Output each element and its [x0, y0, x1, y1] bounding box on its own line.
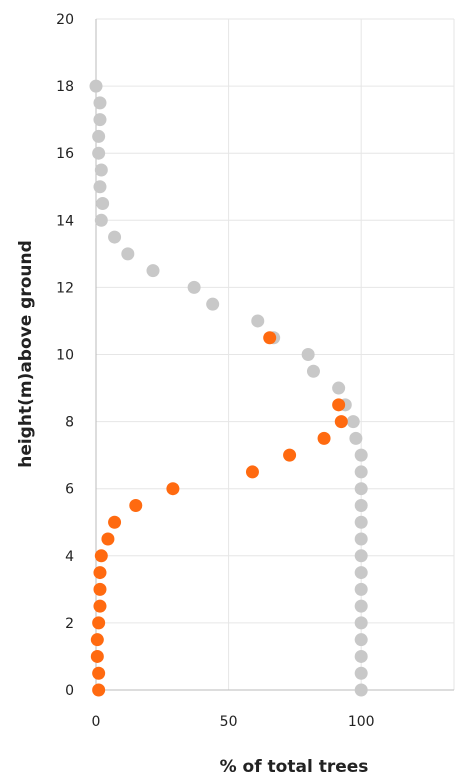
data-point	[251, 314, 265, 328]
data-point	[92, 683, 106, 697]
x-tick-labels: 0 50 100	[92, 714, 375, 730]
data-point	[93, 566, 107, 580]
data-point	[166, 482, 180, 496]
y-axis-title: height(m)above ground	[16, 240, 36, 468]
data-point	[92, 129, 106, 143]
data-points	[89, 79, 368, 697]
data-point	[206, 297, 220, 311]
x-tick-label: 0	[92, 714, 101, 730]
data-point	[317, 431, 331, 445]
data-point	[92, 666, 106, 680]
data-point	[354, 549, 368, 563]
data-point	[92, 616, 106, 630]
y-tick-label: 4	[65, 549, 74, 565]
data-point	[92, 146, 106, 160]
data-point	[108, 230, 122, 244]
data-point	[108, 515, 122, 529]
data-point	[93, 113, 107, 127]
data-point	[354, 482, 368, 496]
y-tick-label: 10	[56, 348, 74, 364]
data-point	[93, 599, 107, 613]
data-point	[96, 197, 110, 211]
x-axis-title: % of total trees	[220, 757, 369, 777]
y-tick-label: 16	[56, 146, 74, 162]
data-point	[129, 498, 143, 512]
data-point	[90, 633, 104, 647]
data-point	[263, 331, 277, 345]
data-point	[94, 163, 108, 177]
data-point	[354, 465, 368, 479]
data-point	[245, 465, 259, 479]
data-point	[354, 566, 368, 580]
data-point	[101, 532, 115, 546]
x-tick-label: 100	[348, 714, 375, 730]
data-point	[93, 180, 107, 194]
data-point	[354, 448, 368, 462]
y-tick-label: 8	[65, 415, 74, 431]
y-tick-label: 18	[56, 79, 74, 95]
y-tick-label: 6	[65, 482, 74, 498]
y-tick-label: 14	[56, 213, 74, 229]
data-point	[94, 549, 108, 563]
data-point	[354, 599, 368, 613]
data-point	[354, 498, 368, 512]
y-tick-label: 0	[65, 683, 74, 699]
y-tick-label: 2	[65, 616, 74, 632]
data-point	[332, 398, 346, 412]
data-point	[354, 515, 368, 529]
data-point	[346, 415, 360, 429]
data-point	[354, 616, 368, 630]
y-tick-label: 20	[56, 12, 74, 28]
data-point	[187, 280, 201, 294]
data-point	[146, 264, 160, 278]
data-point	[354, 649, 368, 663]
data-point	[334, 415, 348, 429]
data-point	[354, 683, 368, 697]
data-point	[349, 431, 363, 445]
data-point	[94, 213, 108, 227]
data-point	[93, 96, 107, 110]
x-tick-label: 50	[220, 714, 238, 730]
data-point	[306, 364, 320, 378]
data-point	[354, 666, 368, 680]
data-point	[354, 633, 368, 647]
data-point	[332, 381, 346, 395]
data-point	[354, 582, 368, 596]
data-point	[301, 348, 315, 361]
y-tick-labels: 0 2 4 6 8 10 12 14 16 18 20	[56, 12, 74, 699]
y-tick-label: 12	[56, 280, 74, 296]
data-point	[354, 532, 368, 546]
data-point	[93, 582, 107, 596]
grid-lines	[96, 18, 455, 691]
data-point	[121, 247, 135, 261]
data-point	[90, 649, 104, 663]
data-point	[283, 448, 297, 462]
data-point	[89, 79, 103, 93]
